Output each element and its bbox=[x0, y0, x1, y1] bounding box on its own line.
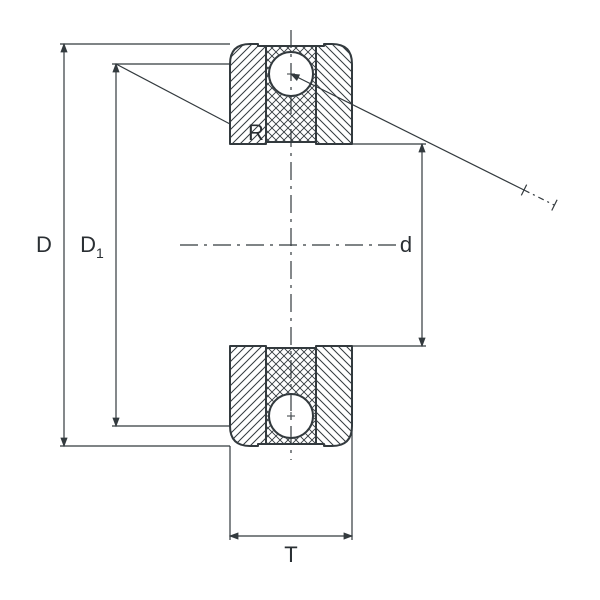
bearing-cross-section-diagram: D D1 d T R bbox=[0, 0, 600, 600]
label-R: R bbox=[248, 120, 264, 145]
dim-D: D bbox=[36, 44, 230, 446]
label-d: d bbox=[400, 232, 412, 257]
diagram-svg: D D1 d T R bbox=[0, 0, 600, 600]
label-D: D bbox=[36, 232, 52, 257]
label-T: T bbox=[284, 542, 297, 567]
dim-D1: D1 bbox=[80, 64, 230, 426]
label-D1: D1 bbox=[80, 232, 104, 261]
